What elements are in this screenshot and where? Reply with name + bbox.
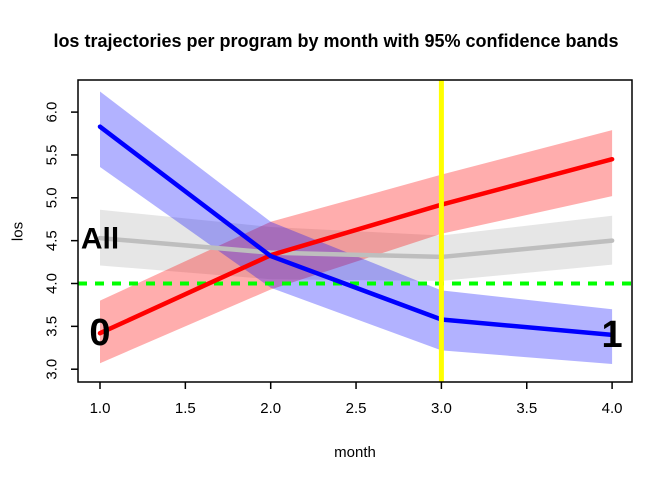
series-label-0: 0 (89, 312, 110, 354)
x-axis-label: month (334, 444, 376, 461)
y-tick-label: 5.0 (44, 187, 61, 208)
plot-box (77, 79, 633, 383)
series-label-All: All (81, 222, 119, 255)
confidence-band-All (100, 209, 613, 281)
x-tick-label: 4.0 (602, 400, 623, 417)
series-label-1: 1 (602, 314, 623, 356)
x-tick-label: 3.0 (431, 400, 452, 417)
x-tick-label: 1.5 (175, 400, 196, 417)
chart-title: los trajectories per program by month wi… (53, 31, 619, 51)
x-tick-label: 3.5 (516, 400, 537, 417)
confidence-band-0 (100, 130, 613, 364)
x-tick-label: 1.0 (90, 400, 111, 417)
y-tick-label: 5.5 (44, 145, 61, 166)
y-axis-label: los (9, 221, 27, 242)
y-tick-label: 3.5 (44, 316, 61, 337)
y-tick-label: 4.5 (44, 230, 61, 251)
y-tick-label: 3.0 (44, 359, 61, 380)
y-tick-label: 4.0 (44, 273, 61, 294)
x-tick-label: 2.5 (346, 400, 367, 417)
y-tick-label: 6.0 (44, 102, 61, 123)
x-tick-label: 2.0 (260, 400, 281, 417)
trajectory-line-0 (97, 156, 615, 336)
trajectory-line-All (97, 235, 615, 260)
confidence-band-1 (100, 91, 613, 365)
trajectory-line-1 (97, 124, 615, 338)
